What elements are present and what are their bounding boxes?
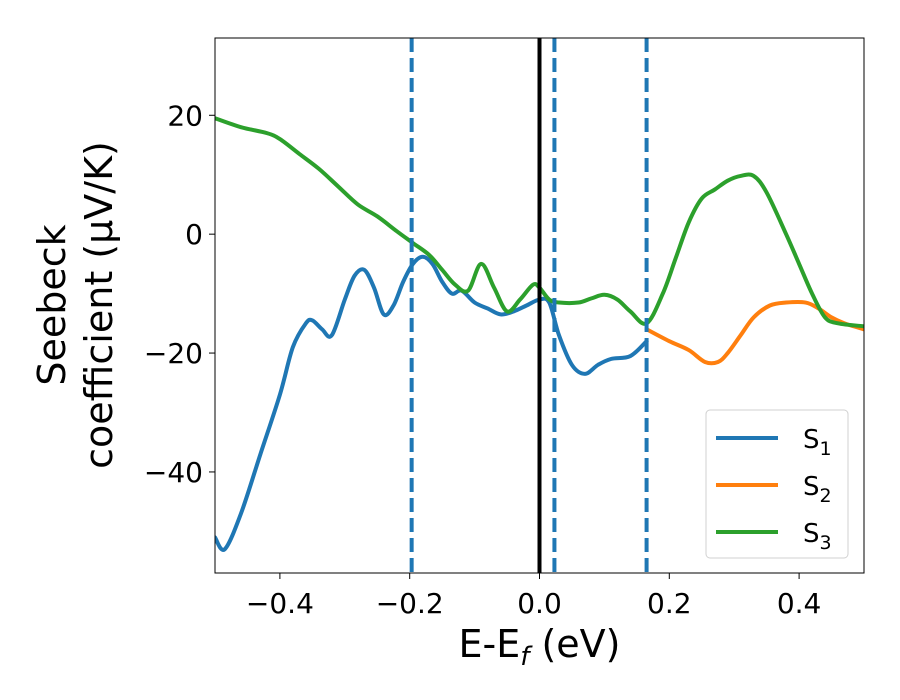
y-tick-label: −20 [144, 337, 203, 370]
legend-label: S1 [803, 425, 832, 460]
legend-item-s3: S3 [716, 519, 832, 554]
series-line-s2 [644, 299, 864, 366]
tick-layer: −0.4 −0.2 0.0 0.2 0.4 20 0 −20 −40 [144, 99, 821, 620]
x-tick-label: 0.2 [647, 587, 692, 620]
y-tick-label: 20 [167, 99, 203, 132]
y-axis-label: Seebeck coefficient (μV/K) [30, 141, 121, 469]
vertical-lines [409, 38, 649, 573]
y-axis-label-line2: coefficient (μV/K) [77, 141, 121, 469]
series-line-s1 [215, 254, 649, 552]
y-tick-label: −40 [144, 456, 203, 489]
x-tick-label: −0.2 [376, 587, 444, 620]
y-tick-label: 0 [185, 218, 203, 251]
legend-label: S2 [803, 472, 832, 507]
legend-item-s1: S1 [716, 425, 832, 460]
x-tick-label: 0.0 [517, 587, 562, 620]
x-axis-label: E-Ef (eV) [459, 622, 621, 672]
legend: S1 S2 S3 [705, 409, 849, 559]
legend-item-s2: S2 [716, 472, 832, 507]
legend-label: S3 [803, 519, 832, 554]
x-tick-label: 0.4 [777, 587, 822, 620]
x-tick-label: −0.4 [246, 587, 314, 620]
y-axis-label-line1: Seebeck [30, 224, 74, 385]
